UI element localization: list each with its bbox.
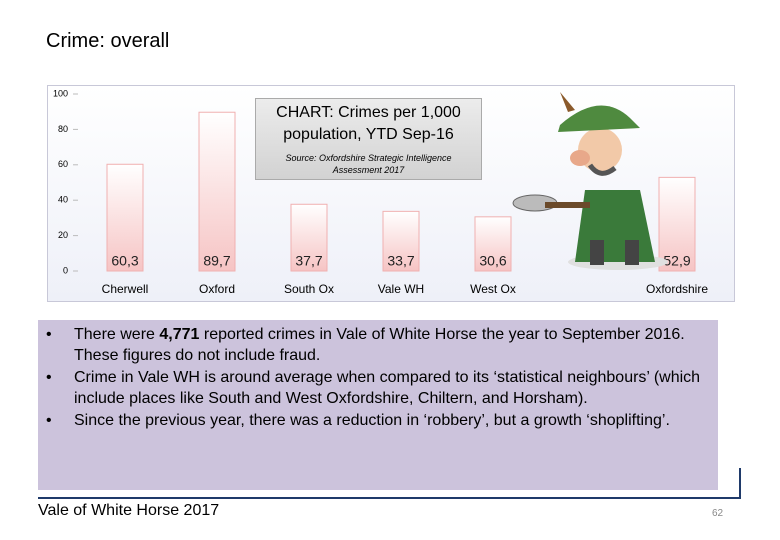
bar [382,210,420,272]
bar [474,216,512,272]
bar [290,203,328,272]
x-tick-label: Cherwell [102,282,149,296]
chart-title-box: CHART: Crimes per 1,000 population, YTD … [255,98,482,180]
bar [658,176,696,272]
slide-title: Crime: overall [46,30,170,52]
y-tick-label: 20 [58,230,68,240]
chart-title: CHART: Crimes per 1,000 population, YTD … [276,104,461,143]
bullet-text: There were [74,326,160,343]
x-tick-label: South Ox [284,282,334,296]
chart-subtitle: Source: Oxfordshire Strategic Intelligen… [285,153,452,175]
y-tick-label: 0 [63,265,68,275]
x-tick-label: Oxford [199,282,235,296]
bullet: Crime in Vale WH is around average when … [46,367,708,409]
y-tick-label: 40 [58,195,68,205]
bullet-text: Crime in Vale WH is around average when … [74,369,701,407]
x-tick-label: West Ox [470,282,516,296]
value-label: 37,7 [295,253,322,269]
value-label: 89,7 [203,253,230,269]
bar [198,111,236,272]
y-tick-label: 80 [58,124,68,134]
value-label: 52,9 [663,253,690,269]
y-tick-label: 100 [53,88,68,98]
footer: Vale of White Horse 2017 [38,502,220,519]
value-label: 60,3 [111,253,138,269]
bar [106,163,144,272]
detective-illustration [512,92,668,270]
bullet-list: There were 4,771 reported crimes in Vale… [38,320,718,431]
bullet-text: reported crimes in Vale of White Horse t… [74,326,685,364]
bullet-box: There were 4,771 reported crimes in Vale… [38,320,718,490]
y-tick-label: 60 [58,159,68,169]
value-label: 30,6 [479,253,506,269]
value-label: 33,7 [387,253,414,269]
bullet-text: 4,771 [159,326,200,343]
bullet: There were 4,771 reported crimes in Vale… [46,324,708,366]
x-tick-label: Oxfordshire [646,282,708,296]
bullet: Since the previous year, there was a red… [46,410,708,431]
x-tick-label: Vale WH [378,282,424,296]
page-number: 62 [712,508,724,519]
bullet-text: Since the previous year, there was a red… [74,412,670,429]
